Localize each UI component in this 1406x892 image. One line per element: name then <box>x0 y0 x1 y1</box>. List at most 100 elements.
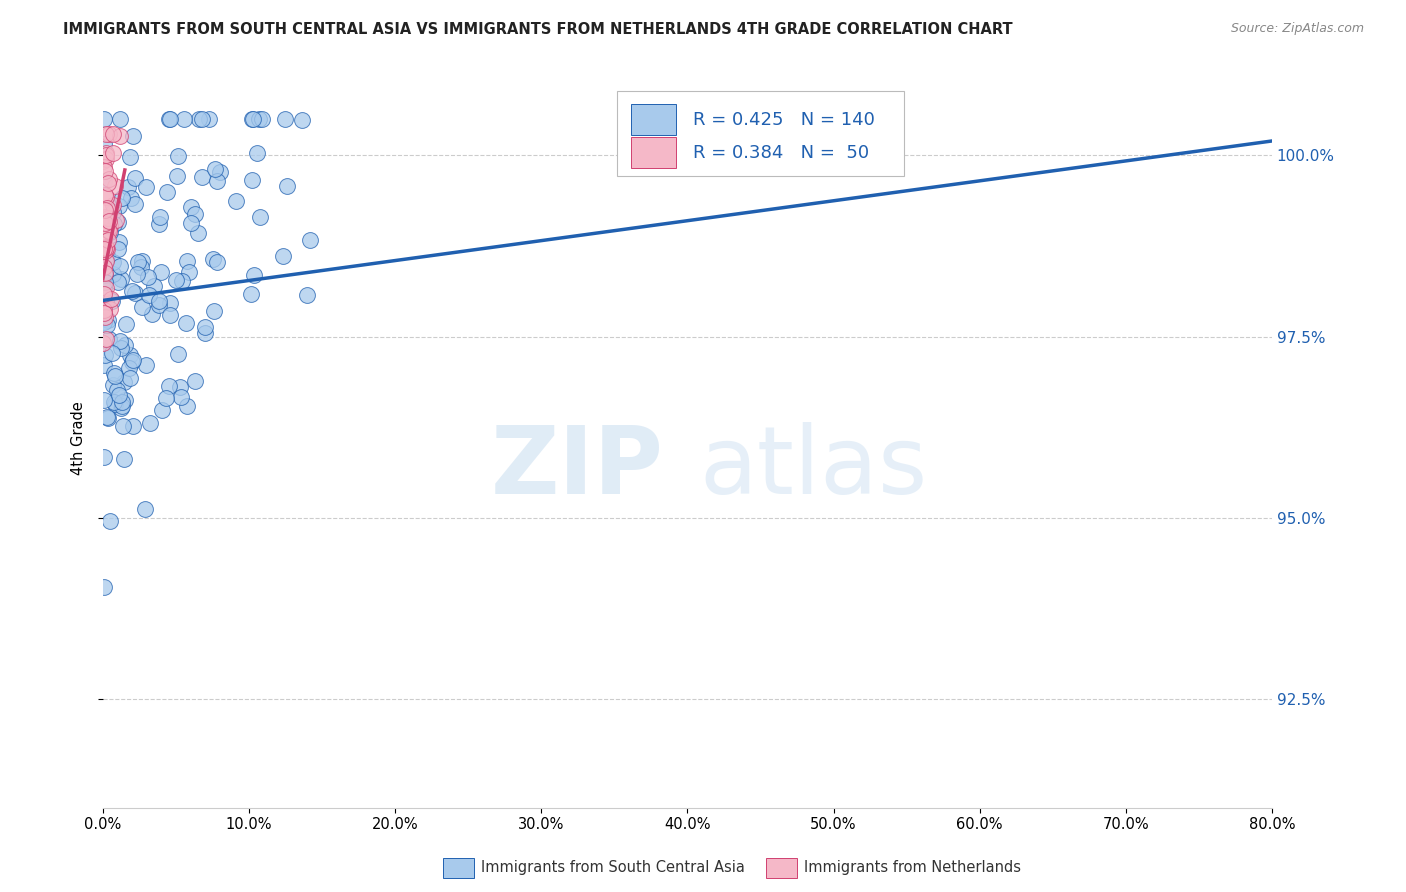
Point <box>190 169 212 184</box>
Point <box>94 189 117 203</box>
Point <box>108 334 131 348</box>
Point <box>165 273 187 287</box>
FancyBboxPatch shape <box>617 91 904 176</box>
Point <box>93 174 115 188</box>
Point <box>94 310 117 325</box>
Point <box>96 295 118 310</box>
Point <box>142 279 165 293</box>
Point <box>103 366 125 380</box>
Point <box>115 317 138 331</box>
Point <box>100 293 122 307</box>
Point <box>93 112 115 127</box>
Point <box>170 390 193 404</box>
Point <box>94 127 117 141</box>
FancyBboxPatch shape <box>631 137 676 169</box>
Point <box>96 253 118 268</box>
Point <box>176 254 198 268</box>
Point <box>101 205 124 219</box>
Point <box>110 191 132 205</box>
Point <box>150 402 173 417</box>
Point <box>187 112 209 127</box>
Point <box>91 232 114 246</box>
Point <box>240 112 263 127</box>
Text: IMMIGRANTS FROM SOUTH CENTRAL ASIA VS IMMIGRANTS FROM NETHERLANDS 4TH GRADE CORR: IMMIGRANTS FROM SOUTH CENTRAL ASIA VS IM… <box>63 22 1012 37</box>
Point <box>93 306 115 320</box>
Point <box>110 272 132 286</box>
Point <box>93 287 115 301</box>
Point <box>96 318 118 333</box>
Point <box>155 391 177 405</box>
Point <box>249 210 271 224</box>
Point <box>120 150 142 164</box>
Point <box>108 128 131 143</box>
Point <box>94 348 117 362</box>
Point <box>131 253 153 268</box>
Point <box>121 285 143 299</box>
Point <box>93 282 115 296</box>
Point <box>184 374 207 388</box>
Text: Immigrants from Netherlands: Immigrants from Netherlands <box>804 861 1021 875</box>
FancyBboxPatch shape <box>631 104 676 135</box>
Point <box>207 174 229 188</box>
Point <box>276 178 298 193</box>
Point <box>159 295 181 310</box>
Point <box>93 315 115 329</box>
Point <box>101 254 124 268</box>
Point <box>202 304 225 318</box>
Point <box>131 300 153 314</box>
Point <box>94 241 117 255</box>
Point <box>167 347 190 361</box>
Point <box>122 418 145 433</box>
Point <box>93 450 115 465</box>
Point <box>97 332 120 346</box>
Point <box>94 244 117 259</box>
Point <box>91 153 114 168</box>
Point <box>204 162 226 177</box>
Point <box>111 399 134 413</box>
Point <box>240 173 263 187</box>
Text: R = 0.384   N =  50: R = 0.384 N = 50 <box>693 144 869 161</box>
Point <box>271 249 294 263</box>
Point <box>136 270 159 285</box>
Point <box>240 287 263 301</box>
Point <box>98 301 121 316</box>
Point <box>131 260 153 274</box>
Point <box>180 216 202 230</box>
Point <box>159 308 181 322</box>
Point <box>148 294 170 309</box>
Point <box>243 268 266 282</box>
Point <box>97 410 120 425</box>
Point <box>246 145 269 160</box>
Point <box>124 197 146 211</box>
Point <box>159 112 181 127</box>
Point <box>93 260 115 274</box>
Point <box>96 281 118 295</box>
Point <box>174 316 197 330</box>
Point <box>111 419 134 434</box>
Point <box>157 378 180 392</box>
Point <box>176 399 198 413</box>
Point <box>125 268 148 282</box>
Point <box>194 320 217 334</box>
Point <box>194 326 217 341</box>
Point <box>110 341 132 355</box>
Point <box>94 214 117 228</box>
Point <box>124 286 146 301</box>
Point <box>94 216 117 230</box>
Point <box>96 248 118 262</box>
Point <box>124 170 146 185</box>
Point <box>93 358 115 372</box>
Point <box>121 354 143 368</box>
Point <box>94 266 117 280</box>
Point <box>122 352 145 367</box>
Point <box>149 265 172 279</box>
Point <box>184 207 207 221</box>
Point <box>135 180 157 194</box>
Point <box>97 214 120 228</box>
Point <box>110 112 132 127</box>
Point <box>110 401 132 416</box>
Point <box>107 199 129 213</box>
Point <box>149 211 172 225</box>
Point <box>157 112 180 127</box>
Point <box>121 129 143 144</box>
